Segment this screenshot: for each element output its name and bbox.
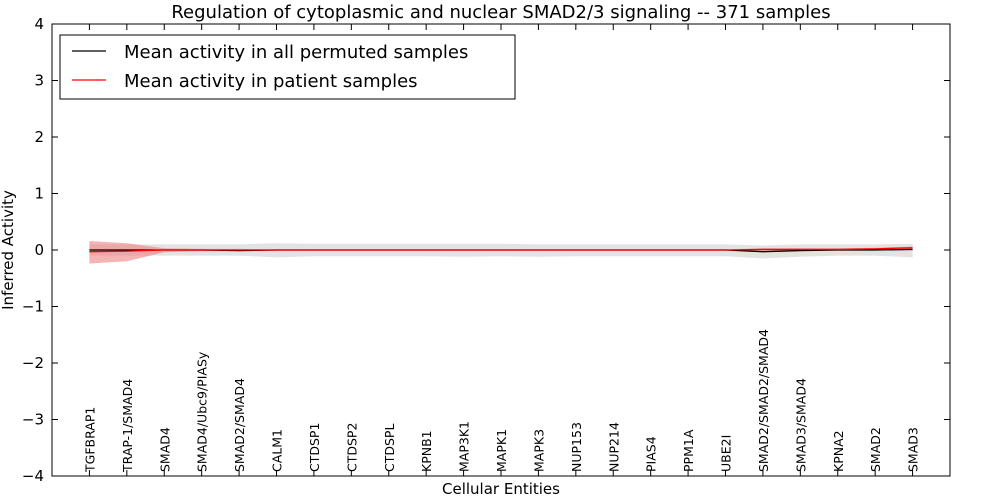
x-tick-label: SMAD3/SMAD4 bbox=[793, 378, 808, 472]
x-tick-label: SMAD2 bbox=[868, 427, 883, 472]
y-tick-label: 2 bbox=[34, 128, 44, 146]
y-tick-label: 0 bbox=[34, 241, 44, 259]
x-tick-label: TGFBRAP1 bbox=[82, 407, 97, 473]
x-tick-label: UBE2I bbox=[719, 435, 734, 472]
x-tick-label: KPNB1 bbox=[419, 430, 434, 472]
x-axis-label: Cellular Entities bbox=[442, 480, 560, 498]
band-permuted bbox=[89, 243, 913, 259]
legend: Mean activity in all permuted samples Me… bbox=[59, 34, 516, 100]
x-tick-label: SMAD2/SMAD2/SMAD4 bbox=[756, 329, 771, 472]
x-tick-label: NUP214 bbox=[606, 422, 621, 472]
line-patient bbox=[89, 247, 913, 253]
x-tick-label: KPNA2 bbox=[831, 430, 846, 472]
x-tick-label: PPM1A bbox=[681, 429, 696, 472]
y-tick-label: 3 bbox=[34, 72, 44, 90]
x-tick-label: PIAS4 bbox=[644, 436, 659, 472]
x-tick-label: SMAD3 bbox=[906, 427, 921, 472]
y-tick-label: −4 bbox=[22, 467, 44, 485]
y-axis-label: Inferred Activity bbox=[0, 190, 17, 310]
x-tick-label: CTDSP2 bbox=[344, 423, 359, 472]
x-tick-label: SMAD4/Ubc9/PIASy bbox=[195, 351, 210, 472]
x-tick-label: MAPK3 bbox=[531, 429, 546, 472]
y-tick-label: −3 bbox=[22, 411, 44, 429]
legend-label-permuted: Mean activity in all permuted samples bbox=[124, 42, 468, 63]
y-tick-label: −1 bbox=[22, 298, 44, 316]
x-tick-label: SMAD2/SMAD4 bbox=[232, 378, 247, 472]
x-tick-label: CALM1 bbox=[270, 429, 285, 472]
y-tick-label: 4 bbox=[34, 15, 44, 33]
x-tick-label: CTDSP1 bbox=[307, 423, 322, 472]
y-tick-label: −2 bbox=[22, 354, 44, 372]
x-tick-label: MAP3K1 bbox=[457, 421, 472, 472]
x-tick-label: TRAP-1/SMAD4 bbox=[120, 379, 135, 473]
x-tick-label: SMAD4 bbox=[157, 427, 172, 472]
x-tick-label: MAPK1 bbox=[494, 429, 509, 472]
legend-label-patient: Mean activity in patient samples bbox=[124, 71, 418, 92]
x-tick-label: NUP153 bbox=[569, 422, 584, 472]
y-tick-label: 1 bbox=[34, 185, 44, 203]
x-tick-label: CTDSPL bbox=[382, 424, 397, 472]
chart-title: Regulation of cytoplasmic and nuclear SM… bbox=[171, 2, 830, 23]
